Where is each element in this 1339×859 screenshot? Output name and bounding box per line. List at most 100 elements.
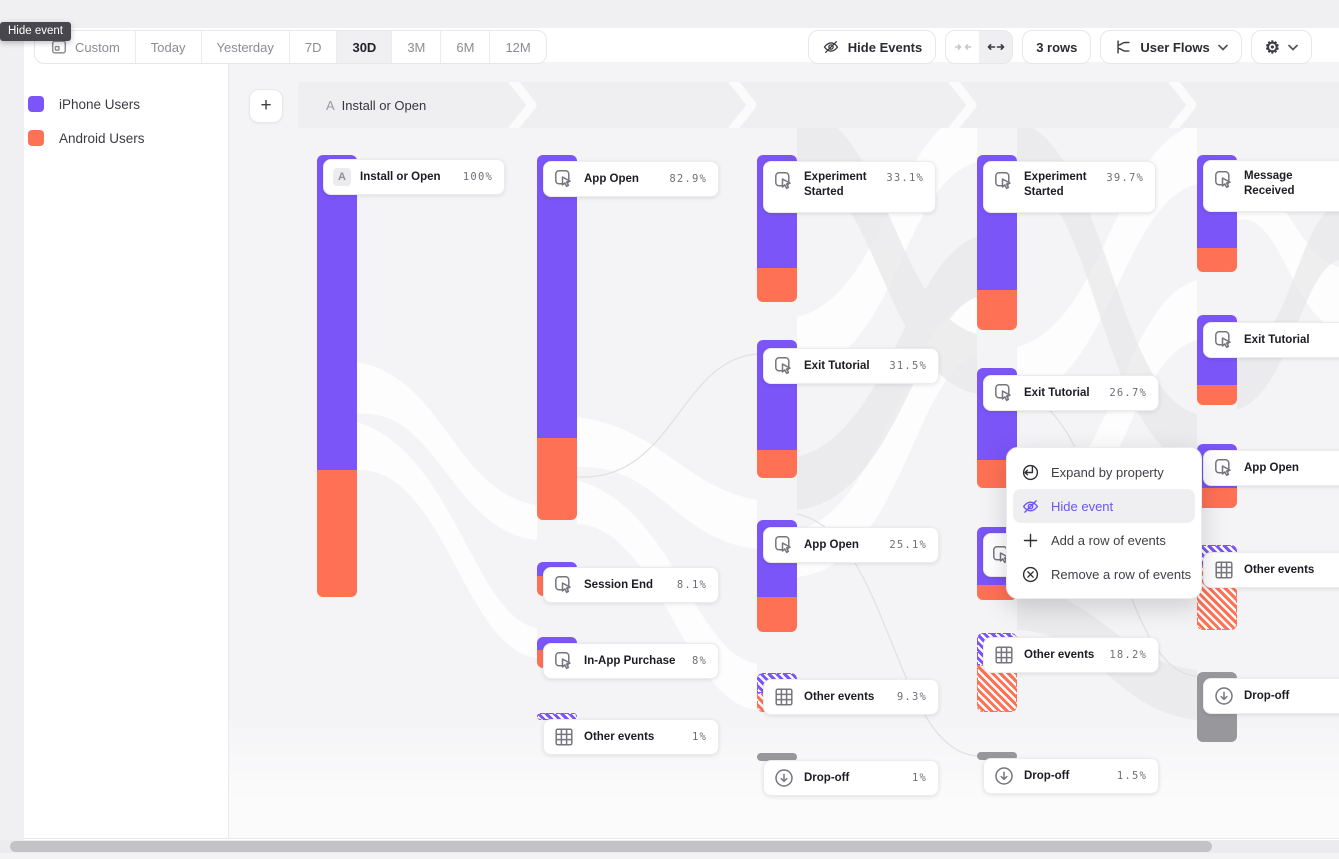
event-name: App Open [584, 172, 639, 185]
event-card-other-events[interactable]: Other events 18.2% [983, 637, 1159, 673]
date-range-label: 7D [304, 39, 322, 55]
event-name: Exit Tutorial [804, 359, 870, 372]
event-card-session-end[interactable]: Session End 8.1% [543, 567, 719, 603]
event-card-other-events[interactable]: Other events [1203, 552, 1339, 588]
date-range-yesterday[interactable]: Yesterday [202, 31, 290, 63]
flow-bar-segment [757, 597, 797, 632]
event-name: Experiment Started [1024, 171, 1087, 198]
event-card-app-open[interactable]: App Open 82.9% [543, 161, 719, 197]
event-name: Other events [804, 690, 875, 703]
date-range-3m[interactable]: 3M [392, 31, 442, 63]
horizontal-scrollbar-thumb[interactable] [10, 841, 1212, 852]
flow-canvas: A Install or Open + Expand by property Hi… [229, 62, 1339, 838]
event-name: Drop-off [1024, 769, 1070, 782]
flow-bar-install-or-open[interactable] [317, 155, 357, 597]
event-name: Exit Tutorial [1024, 386, 1090, 399]
flow-bar-segment [537, 438, 577, 520]
event-percentage: 1% [691, 731, 707, 743]
legend-item-iphone-users[interactable]: iPhone Users [28, 96, 140, 112]
menu-item-label: Remove a row of events [1051, 566, 1192, 582]
add-step-button[interactable]: + [249, 89, 283, 123]
gear-icon: ⚙ [1264, 37, 1280, 57]
event-percentage: 31.5% [889, 360, 927, 372]
click-event-icon [773, 355, 795, 377]
eye-off-icon [822, 38, 840, 56]
grid-icon [773, 686, 795, 708]
event-card-in-app-purchase[interactable]: In-App Purchase 8% [543, 643, 719, 679]
legend-divider [228, 62, 229, 838]
menu-item-hide-event[interactable]: Hide event [1013, 489, 1195, 523]
event-percentage: 8% [691, 655, 707, 667]
date-range-custom[interactable]: Custom [35, 31, 136, 63]
chart-bottom-divider [24, 838, 1339, 839]
date-range-6m[interactable]: 6M [441, 31, 491, 63]
event-name: Install or Open [360, 170, 441, 183]
date-range-7d[interactable]: 7D [290, 31, 338, 63]
expand-columns-button[interactable] [979, 31, 1013, 63]
legend-label: Android Users [59, 130, 145, 146]
step-chevron-separator [728, 82, 757, 128]
event-card-experiment-started[interactable]: Experiment Started 39.7% [983, 161, 1156, 213]
date-range-30d[interactable]: 30D [337, 31, 393, 63]
rows-label: 3 rows [1036, 39, 1078, 55]
event-name: Drop-off [804, 771, 850, 784]
event-percentage: 1% [911, 772, 927, 784]
event-card-app-open[interactable]: App Open [1203, 450, 1339, 486]
event-card-drop-off[interactable]: Drop-off [1203, 678, 1339, 714]
event-card-drop-off[interactable]: Drop-off 1.5% [983, 758, 1159, 794]
rows-button[interactable]: 3 rows [1022, 30, 1092, 64]
flow-bar-drop-off[interactable] [977, 752, 1017, 760]
collapse-columns-button[interactable] [946, 31, 979, 63]
legend-label: iPhone Users [59, 96, 141, 112]
step-title: Install or Open [341, 97, 427, 113]
event-card-other-events[interactable]: Other events 1% [543, 719, 719, 755]
event-name: Other events [1024, 648, 1095, 661]
event-card-app-open[interactable]: App Open 25.1% [763, 527, 939, 563]
step-header-band[interactable]: A Install or Open [298, 82, 1339, 128]
date-range-today[interactable]: Today [136, 31, 202, 63]
event-percentage: 1.5% [1116, 770, 1147, 782]
flow-bar-app-open[interactable] [537, 155, 577, 520]
step-chevron-separator [1168, 82, 1197, 128]
event-card-install-or-open[interactable]: A Install or Open 100% [323, 159, 505, 195]
event-name: App Open [1244, 461, 1299, 474]
date-range-label: 3M [407, 39, 426, 55]
event-percentage: 18.2% [1109, 649, 1147, 661]
event-name: Experiment Started [804, 171, 867, 198]
settings-dropdown[interactable]: ⚙ [1250, 30, 1312, 64]
flow-bar-segment [1197, 248, 1237, 272]
click-event-icon [773, 170, 795, 192]
event-name: Message Received [1244, 170, 1295, 197]
event-name: Other events [1244, 563, 1315, 576]
event-card-experiment-started[interactable]: Experiment Started 33.1% [763, 161, 936, 213]
event-card-exit-tutorial[interactable]: Exit Tutorial [1203, 322, 1339, 358]
menu-item-expand-by-property[interactable]: Expand by property [1013, 455, 1195, 489]
event-card-exit-tutorial[interactable]: Exit Tutorial 26.7% [983, 375, 1159, 411]
add-row-icon [1021, 531, 1040, 550]
flow-bar-segment [977, 290, 1017, 330]
legend-item-android-users[interactable]: Android Users [28, 130, 145, 146]
event-card-drop-off[interactable]: Drop-off 1% [763, 760, 939, 796]
dropoff-icon [773, 767, 795, 789]
menu-item-remove-a-row-of-events[interactable]: Remove a row of events [1013, 557, 1195, 591]
dropoff-icon [993, 765, 1015, 787]
menu-item-add-a-row-of-events[interactable]: Add a row of events [1013, 523, 1195, 557]
view-type-dropdown[interactable]: User Flows [1100, 30, 1242, 64]
flow-bar-segment [1197, 488, 1237, 508]
toolbar-right-cluster: Hide Events 3 rows User Flows ⚙ [807, 30, 1312, 64]
date-range-label: 30D [352, 39, 377, 55]
chevron-down-icon [1217, 44, 1228, 51]
dropoff-icon [1213, 685, 1235, 707]
event-card-message-received[interactable]: Message Received [1203, 160, 1339, 212]
step-badge: A [326, 97, 335, 113]
flow-bar-segment [537, 155, 577, 438]
toolbar: Custom Today Yesterday 7D 30D 3M 6M 12M Hide Ev… [34, 30, 1312, 64]
event-card-exit-tutorial[interactable]: Exit Tutorial 31.5% [763, 348, 939, 384]
event-card-other-events[interactable]: Other events 9.3% [763, 679, 939, 715]
date-range-group: Custom Today Yesterday 7D 30D 3M 6M 12M [34, 30, 547, 64]
flow-bar-drop-off[interactable] [757, 753, 797, 761]
date-range-label: Today [150, 39, 186, 55]
click-event-icon [773, 534, 795, 556]
hide-events-button[interactable]: Hide Events [807, 30, 937, 64]
date-range-12m[interactable]: 12M [490, 31, 545, 63]
